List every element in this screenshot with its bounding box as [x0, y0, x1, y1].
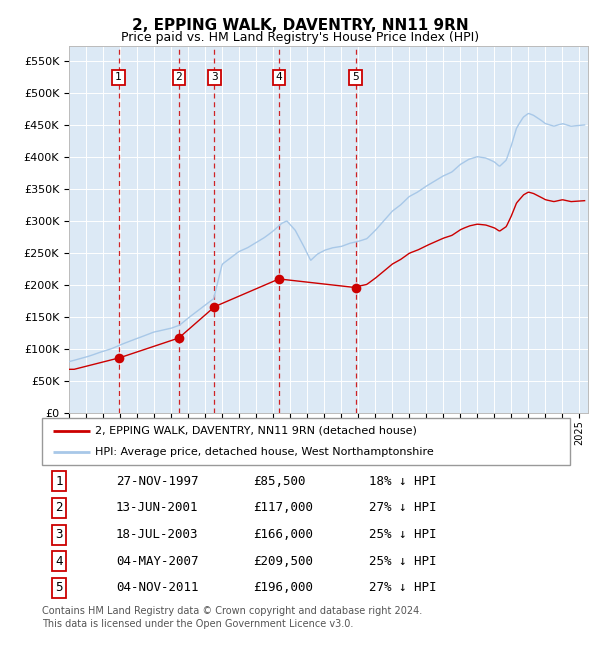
Text: 2: 2: [55, 502, 62, 515]
Text: Contains HM Land Registry data © Crown copyright and database right 2024.
This d: Contains HM Land Registry data © Crown c…: [42, 606, 422, 629]
Text: 04-MAY-2007: 04-MAY-2007: [116, 555, 199, 568]
Text: £166,000: £166,000: [253, 528, 313, 541]
Text: 04-NOV-2011: 04-NOV-2011: [116, 582, 199, 594]
Text: 4: 4: [275, 72, 283, 83]
Text: 18-JUL-2003: 18-JUL-2003: [116, 528, 199, 541]
Text: 5: 5: [55, 582, 62, 594]
Text: 27% ↓ HPI: 27% ↓ HPI: [370, 502, 437, 515]
Text: 27% ↓ HPI: 27% ↓ HPI: [370, 582, 437, 594]
Text: 13-JUN-2001: 13-JUN-2001: [116, 502, 199, 515]
Text: 2: 2: [175, 72, 182, 83]
FancyBboxPatch shape: [42, 418, 570, 465]
Text: £85,500: £85,500: [253, 474, 306, 488]
Text: 25% ↓ HPI: 25% ↓ HPI: [370, 528, 437, 541]
Text: 25% ↓ HPI: 25% ↓ HPI: [370, 555, 437, 568]
Text: 18% ↓ HPI: 18% ↓ HPI: [370, 474, 437, 488]
Text: £196,000: £196,000: [253, 582, 313, 594]
Text: HPI: Average price, detached house, West Northamptonshire: HPI: Average price, detached house, West…: [95, 447, 434, 457]
Text: 3: 3: [55, 528, 62, 541]
Text: 5: 5: [352, 72, 359, 83]
Text: 2, EPPING WALK, DAVENTRY, NN11 9RN (detached house): 2, EPPING WALK, DAVENTRY, NN11 9RN (deta…: [95, 426, 416, 436]
Text: 1: 1: [55, 474, 62, 488]
Text: 2, EPPING WALK, DAVENTRY, NN11 9RN: 2, EPPING WALK, DAVENTRY, NN11 9RN: [131, 18, 469, 33]
Text: £117,000: £117,000: [253, 502, 313, 515]
Text: 4: 4: [55, 555, 62, 568]
Text: £209,500: £209,500: [253, 555, 313, 568]
Text: 27-NOV-1997: 27-NOV-1997: [116, 474, 199, 488]
Text: Price paid vs. HM Land Registry's House Price Index (HPI): Price paid vs. HM Land Registry's House …: [121, 31, 479, 44]
Text: 1: 1: [115, 72, 122, 83]
Text: 3: 3: [211, 72, 218, 83]
